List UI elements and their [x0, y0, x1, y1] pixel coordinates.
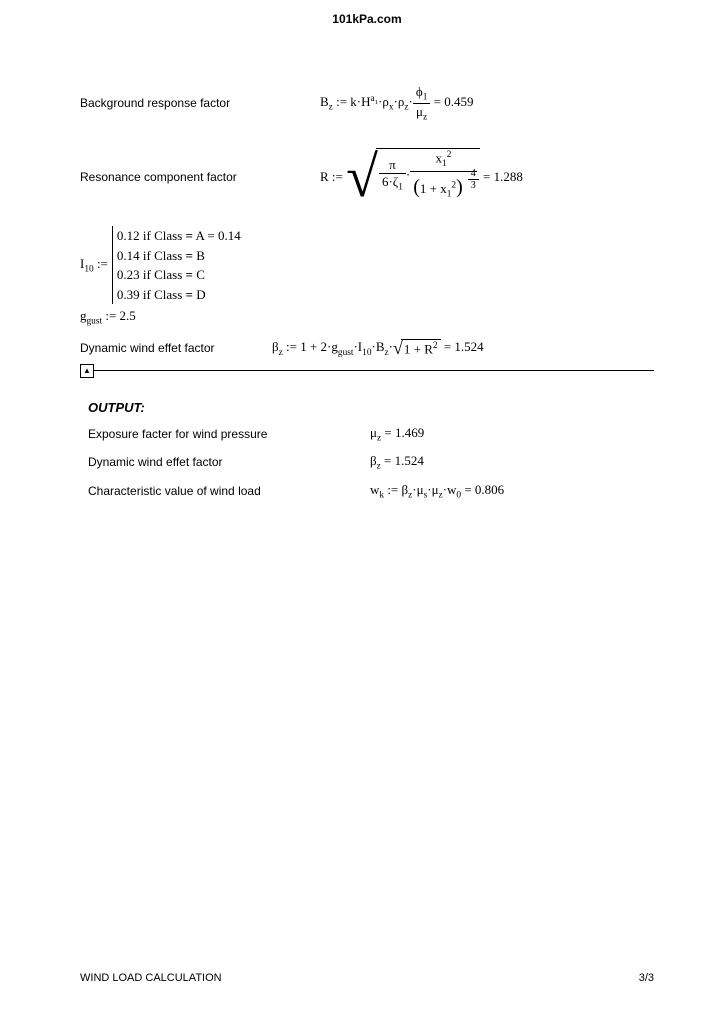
out-val: μz = 1.469 — [370, 425, 424, 444]
text: ·ρ — [394, 94, 405, 109]
label-resonance: Resonance component factor — [80, 170, 320, 184]
page-footer: WIND LOAD CALCULATION 3/3 — [80, 972, 654, 984]
row-resonance: Resonance component factor R := √ π6·ζ1·… — [80, 148, 654, 206]
output-heading: OUTPUT: — [88, 400, 654, 415]
output-row: Dynamic wind effet factor βz = 1.524 — [88, 453, 654, 472]
footer-page: 3/3 — [639, 972, 654, 984]
i10-row: 0.39 if Class = D — [117, 285, 241, 305]
text: ·ρ — [378, 94, 389, 109]
out-label: Exposure facter for wind pressure — [88, 427, 370, 441]
i10-row: 0.14 if Class = B — [117, 246, 241, 266]
section-divider: ▲ — [80, 364, 654, 378]
sym-bz: Bz — [320, 94, 333, 109]
sqrt-dyn: √1 + R2 — [393, 339, 441, 357]
horizontal-rule — [94, 370, 654, 371]
row-background-response: Background response factor Bz := k·Ha1·ρ… — [80, 84, 654, 122]
sym-i10: I10 := — [80, 256, 108, 275]
sqrt-resonance: √ π6·ζ1· x12 (1 + x12)43 — [346, 148, 480, 206]
i10-row: 0.12 if Class = A = 0.14 — [117, 226, 241, 246]
frac-phi-mu: ϕ1μz — [413, 84, 431, 122]
i10-bracket: 0.12 if Class = A = 0.14 0.14 if Class =… — [112, 226, 241, 304]
formula-dynamic: βz := 1 + 2·ggust·I10·Bz·√1 + R2 = 1.524 — [272, 339, 484, 358]
collapse-toggle-icon[interactable]: ▲ — [80, 364, 94, 378]
out-val: wk := βz·μs·μz·w0 = 0.806 — [370, 482, 504, 501]
out-label: Dynamic wind effet factor — [88, 455, 370, 469]
out-val: βz = 1.524 — [370, 453, 424, 472]
formula-background-response: Bz := k·Ha1·ρx·ρz·ϕ1μz = 0.459 — [320, 84, 473, 122]
row-ggust: ggust := 2.5 — [80, 308, 654, 327]
text: := k·H — [333, 94, 371, 109]
eq-val: = 1.288 — [483, 169, 523, 184]
out-label: Characteristic value of wind load — [88, 484, 370, 498]
footer-title: WIND LOAD CALCULATION — [80, 972, 222, 984]
lhs-r: R := — [320, 169, 343, 184]
label-dynamic: Dynamic wind effet factor — [80, 341, 272, 355]
sup-a1: a1 — [371, 94, 379, 104]
label-background-response: Background response factor — [80, 96, 320, 110]
output-row: Characteristic value of wind load wk := … — [88, 482, 654, 501]
site-header: 101kPa.com — [80, 12, 654, 26]
output-row: Exposure facter for wind pressure μz = 1… — [88, 425, 654, 444]
eq-val: = 0.459 — [430, 94, 473, 109]
formula-resonance: R := √ π6·ζ1· x12 (1 + x12)43 = 1.288 — [320, 148, 523, 206]
row-dynamic: Dynamic wind effet factor βz := 1 + 2·gg… — [80, 339, 654, 358]
block-i10: I10 := 0.12 if Class = A = 0.14 0.14 if … — [80, 226, 654, 304]
i10-row: 0.23 if Class = C — [117, 265, 241, 285]
